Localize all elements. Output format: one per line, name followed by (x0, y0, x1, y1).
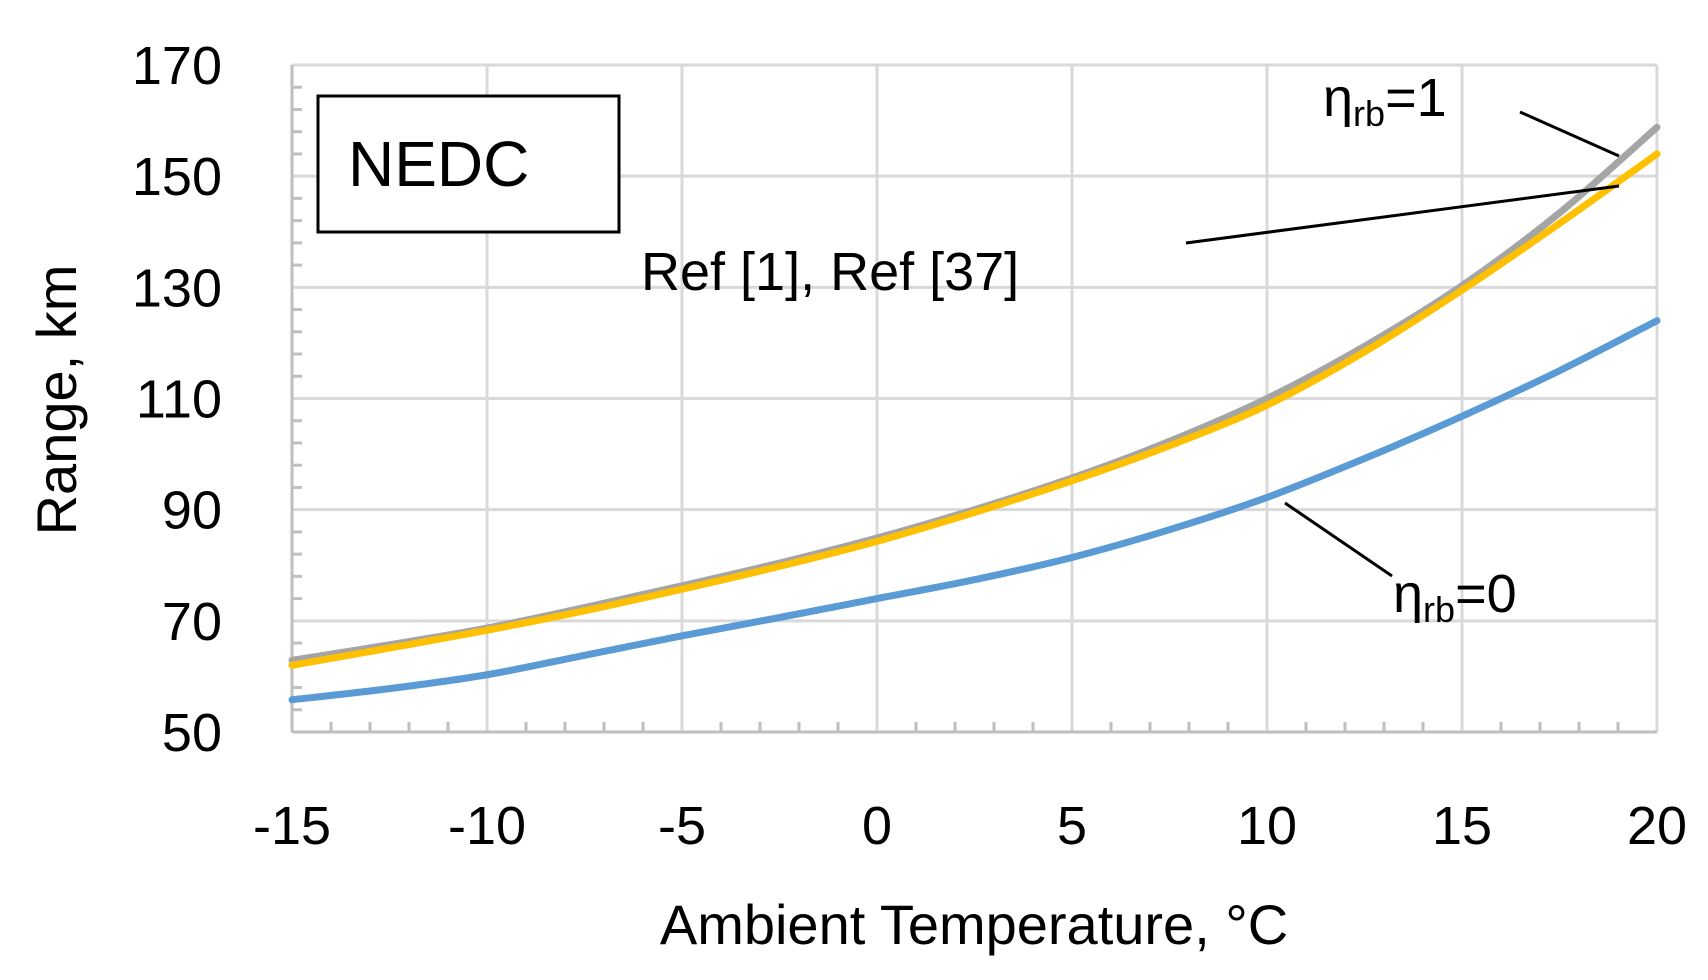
y-tick-label: 130 (132, 258, 222, 318)
annotation-leader-eta0 (1284, 501, 1393, 578)
annotation-eta1-suffix: =1 (1385, 68, 1447, 128)
y-tick-labels: 50 70 90 110 130 150 170 (132, 36, 222, 763)
annotation-leader-eta1 (1519, 110, 1620, 158)
annotation-ref: Ref [1], Ref [37] (641, 242, 1019, 302)
annotation-eta0-symbol: η (1393, 564, 1423, 624)
x-tick-label: 0 (862, 796, 892, 856)
x-tick-label: -5 (658, 796, 706, 856)
series-ref-line (288, 150, 1661, 669)
annotation-eta1: ηrb=1 (1323, 68, 1447, 134)
y-tick-label: 110 (136, 370, 222, 430)
inset-label: NEDC (348, 128, 529, 200)
y-tick-label: 170 (132, 36, 222, 96)
x-tick-label: 20 (1627, 796, 1687, 856)
series-lines (288, 123, 1661, 704)
x-tick-label: -10 (448, 796, 526, 856)
annotation-eta0: ηrb=0 (1393, 564, 1517, 630)
y-tick-label: 90 (162, 481, 222, 541)
x-tick-label: 15 (1432, 796, 1492, 856)
annotations: ηrb=1 Ref [1], Ref [37] ηrb=0 (641, 68, 1620, 630)
annotation-eta1-sub: rb (1353, 93, 1385, 134)
x-tick-labels: -15 -10 -5 0 5 10 15 20 (253, 796, 1687, 856)
series-eta-rb-0-line (288, 317, 1661, 704)
x-axis-title: Ambient Temperature, °C (660, 893, 1288, 956)
y-tick-label: 50 (162, 703, 222, 763)
y-axis-title: Range, km (25, 265, 88, 536)
y-tick-label: 70 (162, 592, 222, 652)
axes (290, 65, 1657, 734)
x-tick-label: 5 (1057, 796, 1087, 856)
inset-label-box: NEDC (316, 94, 621, 234)
x-tick-label: -15 (253, 796, 331, 856)
annotation-eta0-sub: rb (1423, 589, 1455, 630)
inset-label-frame (316, 94, 621, 234)
x-tick-label: 10 (1237, 796, 1297, 856)
y-tick-label: 150 (132, 147, 222, 207)
minor-ticks (292, 85, 1620, 732)
annotation-eta1-symbol: η (1323, 68, 1353, 128)
annotation-eta0-suffix: =0 (1455, 564, 1517, 624)
annotation-leader-ref (1185, 184, 1620, 245)
